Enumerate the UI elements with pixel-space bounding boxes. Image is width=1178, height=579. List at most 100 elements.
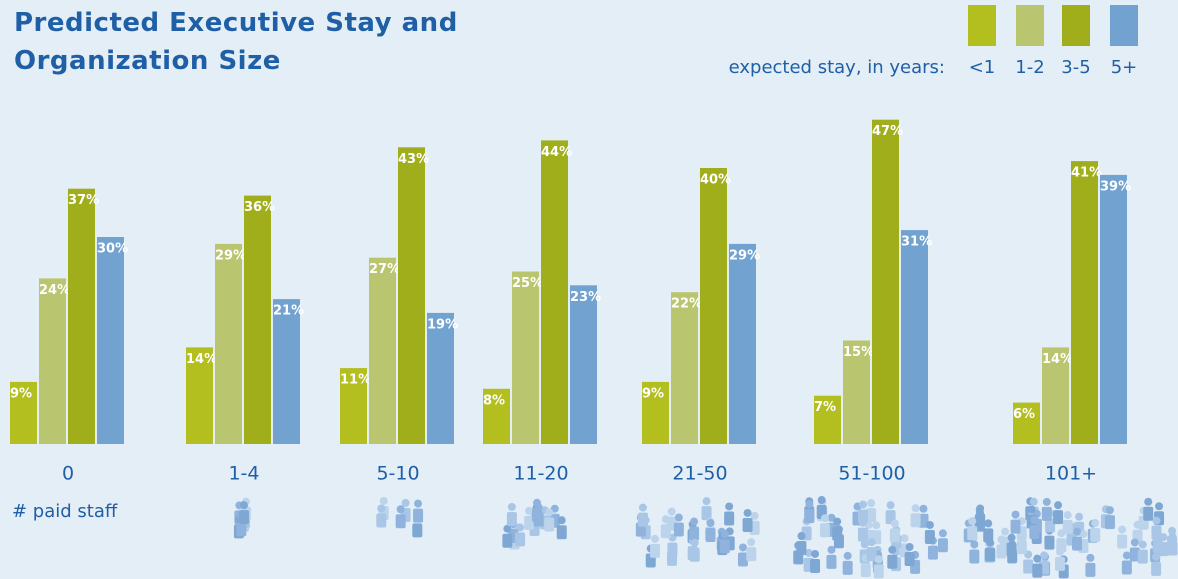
staff-icon-head: [970, 540, 979, 549]
staff-icon-body: [1158, 542, 1169, 557]
staff-icon-head: [545, 508, 554, 517]
staff-icon-body: [395, 514, 406, 529]
value-label: 9%: [642, 386, 664, 401]
staff-label: # paid staff: [12, 501, 118, 522]
staff-icon-head: [725, 502, 734, 511]
staff-icon-head: [905, 542, 914, 551]
staff-icon-head: [925, 520, 934, 529]
staff-icon-head: [938, 529, 947, 538]
staff-icon-head: [859, 500, 868, 509]
staff-icon-head: [1054, 501, 1063, 510]
value-label: 47%: [872, 124, 903, 139]
staff-icon-body: [1090, 528, 1101, 543]
staff-icon-body: [985, 547, 996, 562]
bar: [729, 243, 756, 444]
value-label: 24%: [39, 283, 70, 298]
bar: [39, 278, 66, 444]
value-label: 7%: [814, 400, 836, 415]
bar: [186, 347, 213, 444]
staff-icon-body: [738, 552, 749, 567]
staff-icon-head: [1073, 527, 1082, 536]
staff-icon-head: [690, 538, 699, 547]
staff-icon-body: [910, 513, 921, 528]
value-label: 22%: [671, 297, 702, 312]
staff-icon-body: [969, 549, 980, 564]
value-label: 23%: [570, 290, 601, 305]
value-label: 37%: [68, 193, 99, 208]
legend-swatch: [968, 5, 996, 46]
staff-icon-body: [742, 517, 753, 532]
staff-icon-head: [867, 499, 876, 508]
staff-icon-head: [911, 504, 920, 513]
staff-icon-head: [1118, 525, 1127, 534]
staff-icon-body: [1029, 525, 1040, 540]
staff-icon-body: [1129, 547, 1140, 562]
staff-icon-body: [667, 551, 678, 566]
staff-icon-head: [1055, 547, 1064, 556]
staff-icon-head: [797, 532, 806, 541]
staff-icon-body: [937, 538, 948, 553]
staff-icon-body: [724, 511, 735, 526]
staff-icon-body: [1044, 535, 1055, 550]
staff-icon-body: [866, 508, 877, 523]
staff-icon-head: [886, 501, 895, 510]
staff-icon-head: [507, 502, 516, 511]
staff-icon-head: [690, 517, 699, 526]
staff-icon-body: [1006, 542, 1017, 557]
staff-icon-head: [747, 538, 756, 547]
staff-icon-body: [832, 526, 843, 541]
x-tick-label: 0: [62, 463, 74, 485]
staff-icon-head: [525, 506, 534, 515]
staff-icon-head: [1001, 527, 1010, 536]
staff-icon-head: [1159, 533, 1168, 542]
staff-icon-head: [860, 540, 869, 549]
bar: [1042, 347, 1069, 444]
staff-icon-body: [1016, 540, 1027, 555]
value-label: 30%: [97, 242, 128, 257]
staff-icon-body: [1072, 536, 1083, 551]
bar: [901, 230, 928, 444]
chart-title: Predicted Executive Stay and Organizatio…: [14, 8, 458, 76]
legend-label: <1: [969, 57, 996, 78]
staff-icon-head: [1122, 551, 1131, 560]
staff-icon-head: [377, 504, 386, 513]
staff-icon-body: [1137, 549, 1148, 564]
staff-icon-body: [689, 526, 700, 541]
staff-icon-body: [719, 539, 730, 554]
staff-icon-head: [414, 499, 423, 508]
staff-icon-head: [739, 543, 748, 552]
staff-icon-body: [860, 563, 871, 578]
staff-icon-head: [557, 516, 566, 525]
staff-icon-body: [873, 564, 884, 579]
value-label: 40%: [700, 173, 731, 188]
staff-icon-body: [804, 509, 815, 524]
staff-icon-body: [975, 513, 986, 528]
staff-icon-body: [842, 560, 853, 575]
x-tick-label: 5-10: [376, 463, 419, 485]
staff-icon-body: [705, 527, 716, 542]
staff-icon-body: [1053, 510, 1064, 525]
staff-icon-body: [238, 510, 249, 525]
staff-icon-head: [1057, 529, 1066, 538]
staff-icon-body: [502, 533, 513, 548]
staff-icon-head: [702, 497, 711, 506]
bar: [671, 292, 698, 444]
staff-icon-head: [743, 508, 752, 517]
staff-icon-head: [651, 534, 660, 543]
bar: [872, 119, 899, 444]
staff-icon-head: [1033, 554, 1042, 563]
staff-icon-body: [660, 524, 671, 539]
value-label: 9%: [10, 386, 32, 401]
staff-icon-body: [1143, 506, 1154, 521]
staff-icon-body: [858, 509, 869, 524]
x-tick-label: 11-20: [513, 463, 568, 485]
staff-icon-body: [637, 512, 648, 527]
staff-icon-body: [1023, 559, 1034, 574]
value-label: 19%: [427, 317, 458, 332]
staff-icon-body: [412, 523, 423, 538]
bar: [570, 285, 597, 444]
staff-icon-body: [506, 511, 517, 526]
staff-icon-head: [533, 498, 542, 507]
staff-icon-head: [720, 530, 729, 539]
